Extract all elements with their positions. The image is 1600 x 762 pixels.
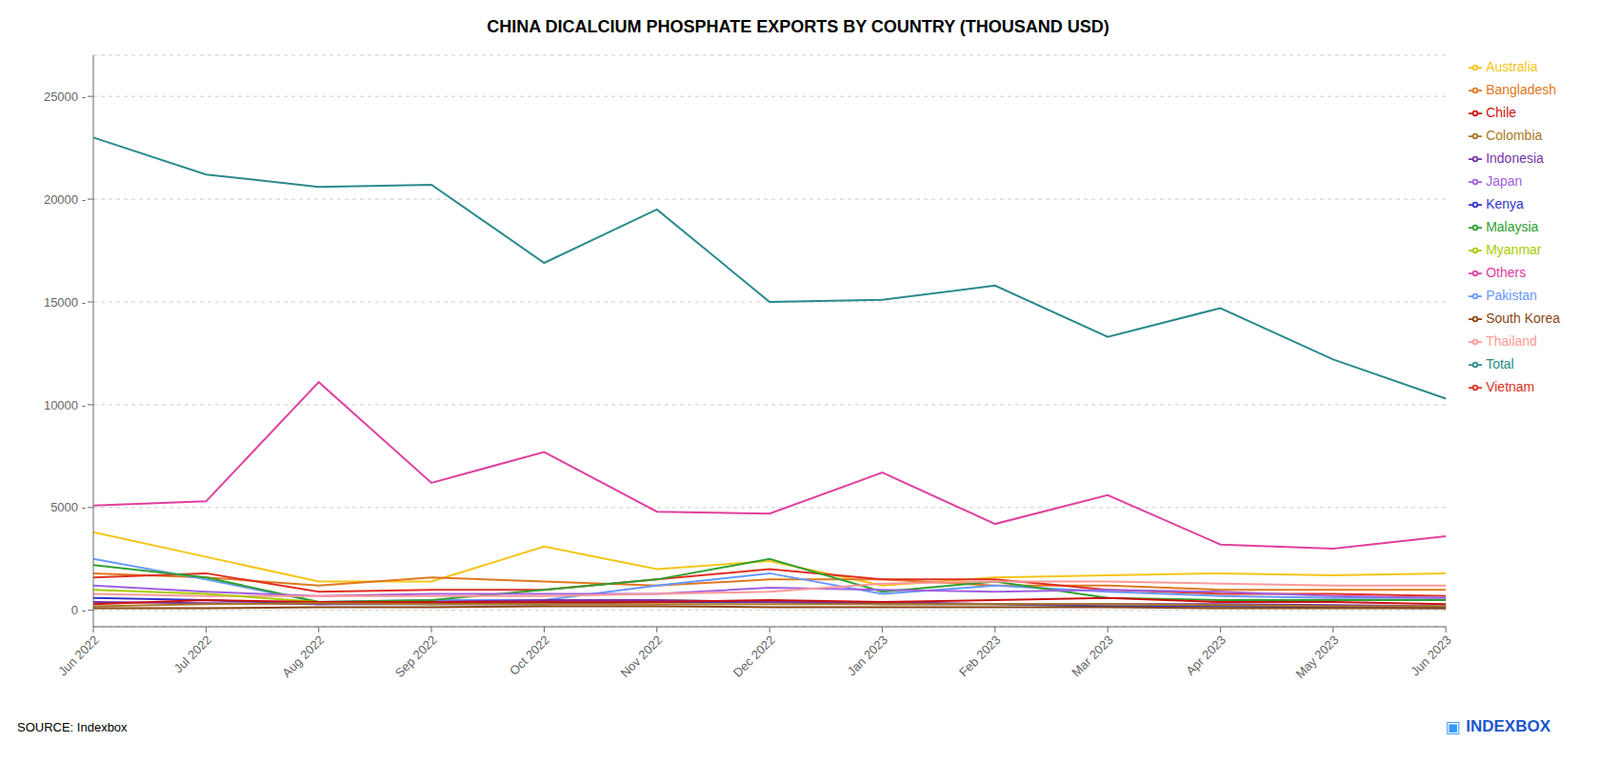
html-text:Myanmar: Myanmar: [1485, 241, 1542, 258]
html-text:Vietnam: Vietnam: [1485, 379, 1535, 395]
html-text:Kenya: Kenya: [1485, 196, 1524, 212]
html-text:Colombia: Colombia: [1485, 127, 1543, 143]
svg-text:Feb 2023: Feb 2023: [956, 632, 1003, 680]
svg-text:20000 -: 20000 -: [43, 192, 86, 207]
svg-text:Mar 2023: Mar 2023: [1068, 632, 1116, 680]
svg-text:0 -: 0 -: [71, 602, 86, 618]
svg-text:15000 -: 15000 -: [43, 295, 86, 310]
html-text:CHINA DICALCIUM PHOSPHATE EXPO: CHINA DICALCIUM PHOSPHATE EXPORTS BY COU…: [486, 16, 1110, 36]
svg-text:Jan 2023: Jan 2023: [844, 632, 891, 679]
html-text:Others: Others: [1485, 264, 1526, 280]
svg-text:Jun 2023: Jun 2023: [1407, 632, 1454, 679]
html-text:Malaysia: Malaysia: [1485, 219, 1539, 235]
html-text:Bangladesh: Bangladesh: [1485, 81, 1557, 98]
html-text:Japan: Japan: [1485, 173, 1523, 189]
svg-text:Dec 2022: Dec 2022: [730, 632, 779, 680]
html-text:Thailand: Thailand: [1485, 333, 1538, 349]
svg-text:Apr 2023: Apr 2023: [1182, 632, 1229, 679]
html-text:Australia: Australia: [1485, 59, 1538, 75]
svg-text:Sep 2022: Sep 2022: [392, 632, 440, 680]
svg-text:Oct 2022: Oct 2022: [506, 632, 553, 679]
html-text:Chile: Chile: [1485, 104, 1517, 120]
svg-text:Jun 2022: Jun 2022: [55, 632, 101, 679]
html-text:Pakistan: Pakistan: [1485, 287, 1538, 303]
svg-text:5000 -: 5000 -: [50, 500, 86, 515]
html-text:▣ INDEXBOX: ▣ INDEXBOX: [1444, 717, 1551, 736]
svg-text:Nov 2022: Nov 2022: [617, 632, 665, 680]
svg-text:Jul 2022: Jul 2022: [171, 632, 215, 676]
html-text:Indonesia: Indonesia: [1485, 150, 1544, 166]
html-text:SOURCE: Indexbox: SOURCE: Indexbox: [17, 719, 128, 734]
svg-text:May 2023: May 2023: [1292, 632, 1341, 681]
html-text:Total: Total: [1485, 356, 1514, 372]
html-text:South Korea: South Korea: [1485, 310, 1560, 326]
svg-text:10000 -: 10000 -: [43, 398, 86, 413]
svg-text:25000 -: 25000 -: [43, 89, 86, 104]
svg-text:Aug 2022: Aug 2022: [279, 632, 327, 680]
